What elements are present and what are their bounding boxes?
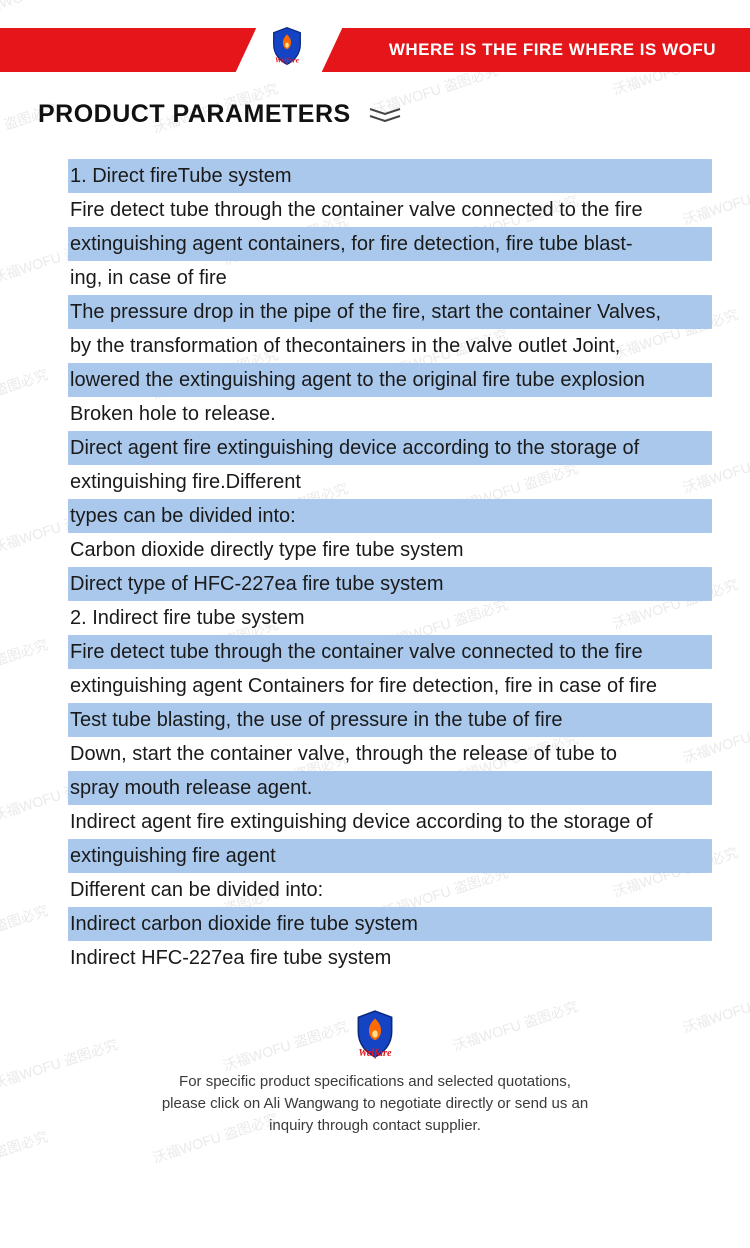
title-decoration-icon — [369, 108, 401, 122]
content-line: extinguishing fire agent — [68, 839, 712, 873]
footer-line: please click on Ali Wangwang to negotiat… — [0, 1093, 750, 1115]
svg-text:Welfare: Welfare — [358, 1048, 392, 1059]
content-line: Test tube blasting, the use of pressure … — [68, 703, 712, 737]
content-line: by the transformation of thecontainers i… — [68, 329, 712, 363]
header-logo-badge: Welfare — [246, 20, 366, 80]
footer-line: For specific product specifications and … — [0, 1071, 750, 1093]
content-line: lowered the extinguishing agent to the o… — [68, 363, 712, 397]
content-line: Carbon dioxide directly type fire tube s… — [68, 533, 712, 567]
content-line: Indirect HFC-227ea fire tube system — [68, 941, 712, 975]
svg-text:Welfare: Welfare — [275, 56, 300, 65]
footer-text: For specific product specifications and … — [0, 1071, 750, 1137]
content-line: extinguishing agent Containers for fire … — [68, 669, 712, 703]
content-line: Fire detect tube through the container v… — [68, 193, 712, 227]
content-line: types can be divided into: — [68, 499, 712, 533]
content-line: Indirect agent fire extinguishing device… — [68, 805, 712, 839]
content-line: Indirect carbon dioxide fire tube system — [68, 907, 712, 941]
section-title-row: PRODUCT PARAMETERS — [0, 100, 750, 129]
content-line: spray mouth release agent. — [68, 771, 712, 805]
watermark-text: 沃福WOFU 盗图必究 — [0, 0, 101, 22]
content-line: The pressure drop in the pipe of the fir… — [68, 295, 712, 329]
footer-line: inquiry through contact supplier. — [0, 1115, 750, 1137]
header-slogan: WHERE IS THE FIRE WHERE IS WOFU — [389, 28, 716, 72]
content-line: Different can be divided into: — [68, 873, 712, 907]
content-line: ing, in case of fire — [68, 261, 712, 295]
header: Welfare WHERE IS THE FIRE WHERE IS WOFU — [0, 28, 750, 72]
content-line: Fire detect tube through the container v… — [68, 635, 712, 669]
content-line: 2. Indirect fire tube system — [68, 601, 712, 635]
content-line: 1. Direct fireTube system — [68, 159, 712, 193]
section-title: PRODUCT PARAMETERS — [38, 100, 351, 129]
content-line: Direct type of HFC-227ea fire tube syste… — [68, 567, 712, 601]
footer-logo-icon: Welfare — [353, 1009, 397, 1059]
brand-logo-icon: Welfare — [270, 26, 304, 66]
content-line: extinguishing agent containers, for fire… — [68, 227, 712, 261]
content-line: Down, start the container valve, through… — [68, 737, 712, 771]
content-line: Direct agent fire extinguishing device a… — [68, 431, 712, 465]
content-line: extinguishing fire.Different — [68, 465, 712, 499]
content-body: 1. Direct fireTube systemFire detect tub… — [0, 159, 750, 975]
content-line: Broken hole to release. — [68, 397, 712, 431]
footer: Welfare For specific product specificati… — [0, 1009, 750, 1137]
